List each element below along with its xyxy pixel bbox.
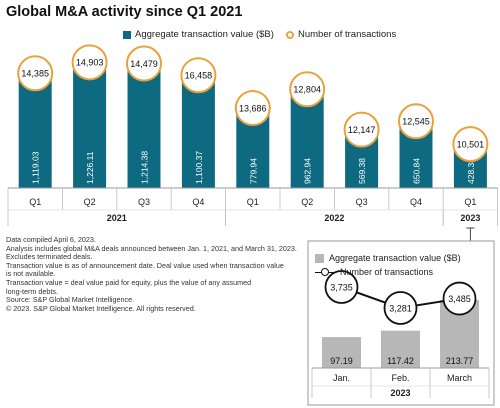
- inset-bar-value-label: 97.19: [330, 356, 353, 366]
- legend-label-value: Aggregate transaction value ($B): [135, 29, 274, 40]
- inset-legend-label-count: Number of transactions: [340, 267, 434, 277]
- x-group-label: 2021: [107, 213, 127, 223]
- legend-swatch-count: [286, 30, 294, 39]
- x-tick-label: Q1: [247, 197, 259, 207]
- inset-count-label: 3,735: [330, 282, 353, 292]
- footnotes: Data compiled April 6, 2023. Analysis in…: [6, 235, 306, 313]
- transaction-count-marker: [343, 111, 380, 148]
- x-tick-label: Q1: [464, 197, 476, 207]
- bar-value: [127, 63, 161, 189]
- inset-bar-value-label: 213.77: [446, 356, 474, 366]
- bar-value-label: 779.94: [248, 158, 258, 184]
- inset-count-marker: [324, 270, 359, 304]
- inset-legend: Aggregate transaction value ($B) Number …: [315, 251, 461, 279]
- inset-legend-swatch-count: [315, 267, 335, 277]
- inset-frame: [307, 240, 495, 406]
- legend-label-count: Number of transactions: [298, 29, 397, 40]
- footnote-line: Transaction value = deal value paid for …: [6, 277, 252, 287]
- bar-value: [18, 73, 52, 188]
- bar-value-label: 962.94: [303, 158, 313, 184]
- footnote-line: is not available.: [6, 269, 56, 279]
- inset-count-marker: [383, 291, 418, 325]
- bar-value-label: 650.84: [412, 158, 422, 184]
- inset-legend-count: Number of transactions: [315, 265, 461, 279]
- bar-value-label: 569.38: [357, 158, 367, 184]
- transaction-count-label: 12,804: [293, 85, 321, 95]
- x-tick-label: Q3: [356, 197, 368, 207]
- bar-value-label: 428.38: [466, 158, 476, 184]
- transaction-count-marker: [234, 90, 271, 127]
- inset-x-tick-label: March: [447, 373, 472, 383]
- footnote-line: Data compiled April 6, 2023.: [6, 235, 96, 244]
- x-tick-label: Q3: [138, 197, 150, 207]
- transaction-count-label: 12,545: [402, 117, 430, 127]
- bar-value-label: 1,100.37: [194, 151, 204, 184]
- footnote-line: Source: S&P Global Market Intelligence.: [6, 295, 135, 305]
- legend-item-count: Number of transactions: [286, 29, 396, 40]
- inset-bar-value: [381, 330, 420, 368]
- transaction-count-marker: [126, 45, 162, 82]
- inset-group-label: 2023: [390, 388, 410, 398]
- inset-legend-swatch-value: [315, 253, 324, 263]
- x-tick-label: Q2: [301, 197, 313, 207]
- transaction-count-label: 10,501: [457, 139, 485, 149]
- inset-x-tick-label: Jan.: [333, 373, 350, 383]
- inset-count-marker: [442, 281, 477, 316]
- x-group-label: 2022: [324, 213, 344, 223]
- inset-count-label: 3,281: [389, 303, 412, 313]
- transaction-count-label: 14,479: [130, 59, 158, 69]
- inset-count-label: 3,485: [448, 294, 471, 304]
- x-group-label: 2023: [460, 213, 480, 223]
- transaction-count-marker: [71, 44, 108, 81]
- inset-bar-value: [322, 337, 361, 368]
- inset-bar-value-label: 117.42: [387, 356, 414, 366]
- inset-legend-value: Aggregate transaction value ($B): [315, 251, 461, 265]
- transaction-count-label: 16,458: [185, 71, 213, 81]
- footnote-line: Transaction value is as of announcement …: [6, 260, 284, 270]
- transaction-count-label: 14,385: [21, 69, 49, 79]
- transaction-count-marker: [452, 126, 489, 163]
- footnote-line: long-term debts.: [6, 286, 58, 296]
- inset-legend-label-value: Aggregate transaction value ($B): [329, 253, 461, 263]
- x-tick-label: Q2: [84, 197, 96, 207]
- inset-x-tick-label: Feb.: [391, 373, 409, 383]
- transaction-count-marker: [17, 55, 54, 92]
- bar-value-label: 1,226.11: [85, 151, 95, 184]
- transaction-count-marker: [180, 57, 217, 94]
- transaction-count-marker: [398, 103, 434, 140]
- bar-value-label: 1,119.03: [31, 151, 41, 184]
- x-tick-label: Q1: [29, 197, 41, 207]
- x-tick-label: Q4: [192, 197, 204, 207]
- chart-title: Global M&A activity since Q1 2021: [6, 4, 243, 20]
- bar-value: [73, 62, 107, 188]
- transaction-count-label: 14,903: [76, 58, 104, 68]
- legend-swatch-value: [123, 30, 131, 39]
- footnote-line: © 2023. S&P Global Market Intelligence. …: [6, 303, 196, 313]
- footnote-line: Analysis includes global M&A deals annou…: [6, 243, 297, 253]
- x-tick-label: Q4: [410, 197, 422, 207]
- legend-item-value: Aggregate transaction value ($B): [123, 29, 274, 40]
- transaction-count-label: 13,686: [239, 103, 267, 113]
- bar-value-label: 1,214.38: [140, 151, 150, 184]
- transaction-count-label: 12,147: [348, 125, 376, 135]
- transaction-count-marker: [289, 71, 326, 108]
- bar-value: [181, 75, 215, 188]
- footnote-line: Excludes terminated deals.: [6, 252, 93, 262]
